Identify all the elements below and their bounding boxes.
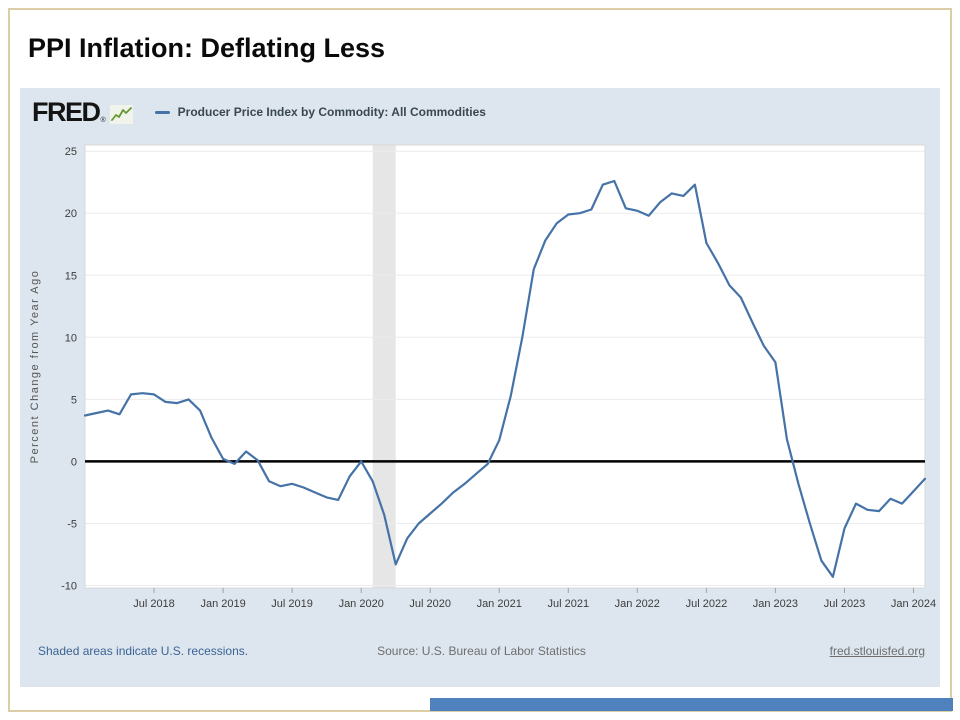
y-tick-label: 25 [65,146,77,158]
fred-site-link[interactable]: fred.stlouisfed.org [829,644,925,658]
x-tick-label: Jan 2020 [339,598,384,610]
y-tick-label: 20 [65,208,77,220]
x-tick-label: Jul 2020 [409,598,451,610]
slide-title: PPI Inflation: Deflating Less [28,33,386,63]
x-tick-label: Jan 2023 [753,598,798,610]
chart-header: FRED ® Producer Price Index by Commodity… [32,95,486,129]
recession-note-link[interactable]: Shaded areas indicate U.S. recessions. [38,644,249,658]
legend-series-label: Producer Price Index by Commodity: All C… [177,105,486,119]
y-tick-label: 0 [71,456,77,468]
registered-mark: ® [100,117,106,124]
chart-legend: Producer Price Index by Commodity: All C… [154,105,486,119]
x-tick-label: Jul 2019 [271,598,313,610]
y-tick-label: 15 [65,270,77,282]
chart-footer: Shaded areas indicate U.S. recessions. S… [38,644,925,662]
recession-band [372,145,396,588]
x-tick-label: Jan 2024 [891,598,936,610]
slide-accent-bar [430,698,953,711]
source-note: Source: U.S. Bureau of Labor Statistics [377,644,586,658]
plot-border [84,144,926,589]
ppi-line-chart: 25 20 15 10 5 0 -5 -10 Jul 2018 Jan 2019 Jul 2019 J… [29,144,936,610]
x-tick-label: Jan 2021 [477,598,522,610]
plot-area [85,145,925,588]
fred-chart-figure: 25 20 15 10 5 0 -5 -10 Jul 2018 Jan 2019 Jul 2019 J… [20,88,940,687]
x-tick-label: Jan 2022 [615,598,660,610]
x-tick-label: Jul 2021 [548,598,590,610]
legend-line-swatch [154,110,170,114]
y-axis-title: Percent Change from Year Ago [29,270,41,464]
x-tick-label: Jul 2018 [133,598,175,610]
x-tick-label: Jan 2019 [200,598,245,610]
fred-logo: FRED ® [32,97,133,127]
x-tick-label: Jul 2022 [686,598,728,610]
y-tick-label: -5 [67,519,77,531]
fred-logo-text: FRED [32,97,101,127]
fred-sparkline-icon [109,105,133,124]
x-tick-label: Jul 2023 [824,598,866,610]
series-line-ppi [83,179,927,578]
y-tick-label: -10 [61,581,77,593]
y-tick-label: 10 [65,332,77,344]
y-tick-label: 5 [71,394,77,406]
